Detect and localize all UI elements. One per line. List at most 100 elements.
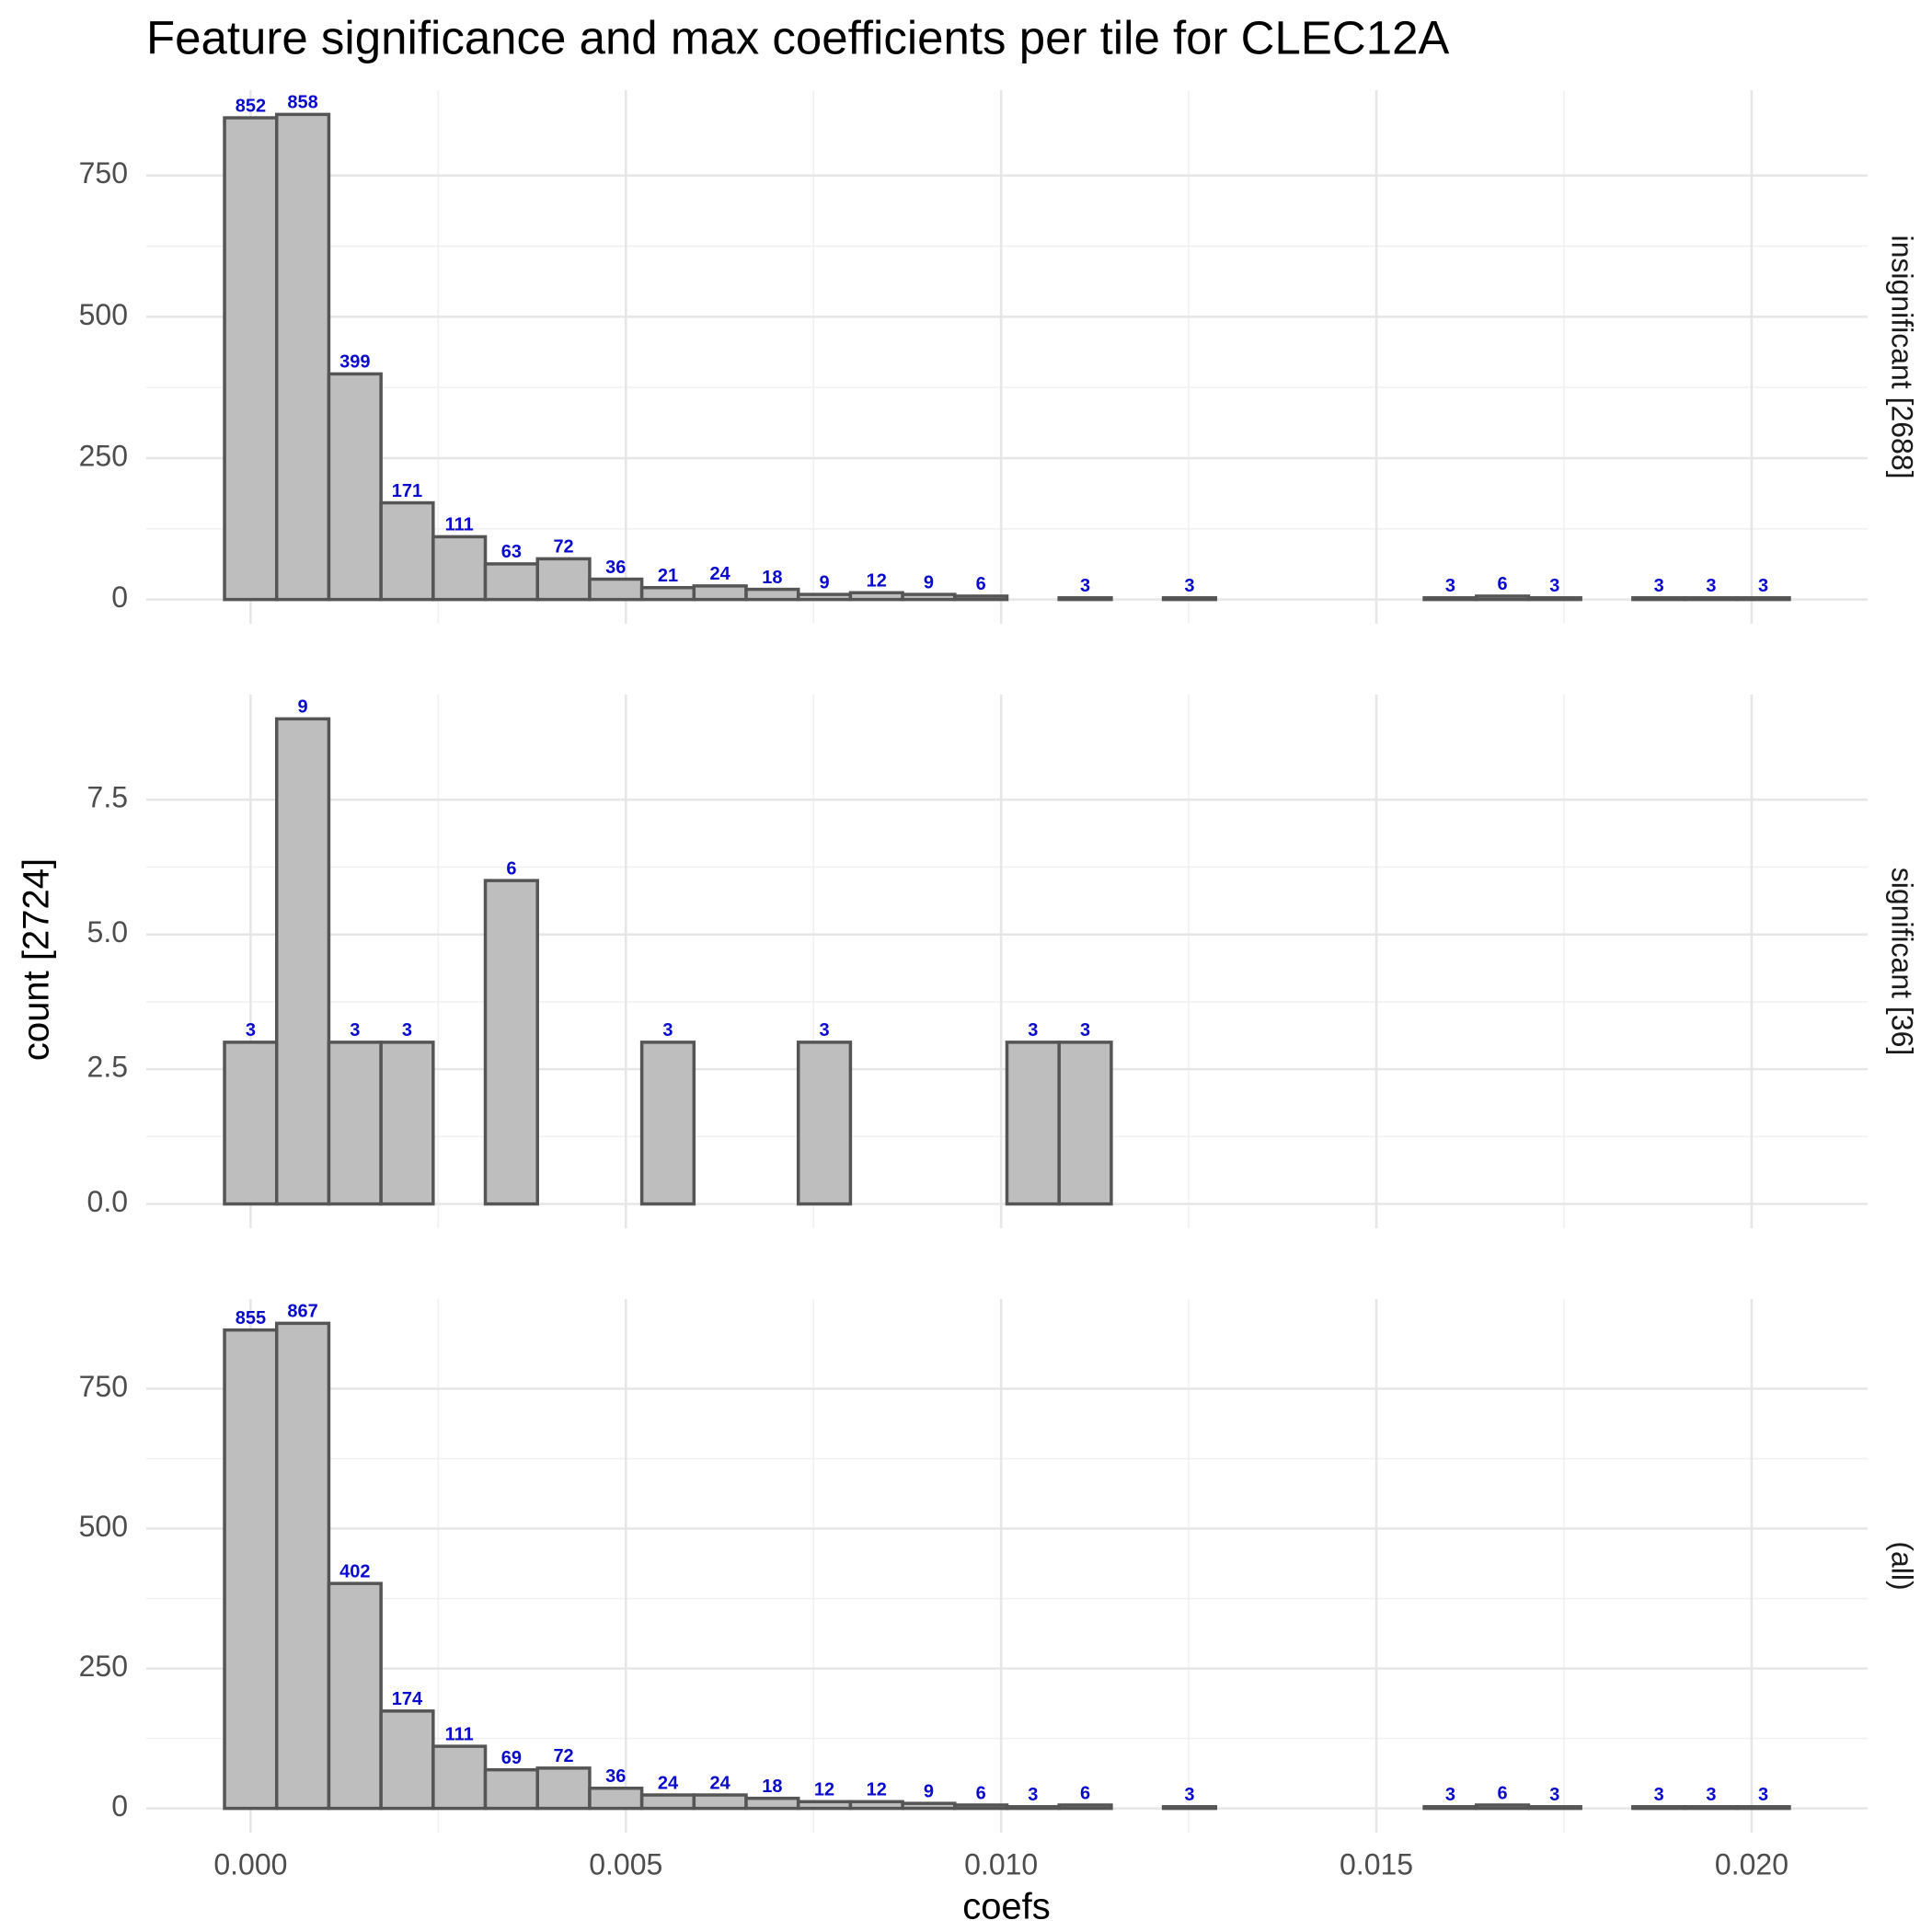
data-label: 171	[392, 481, 422, 501]
data-label: 24	[710, 1773, 731, 1793]
bar	[1475, 594, 1531, 602]
data-label: 6	[1080, 1783, 1090, 1803]
bar	[744, 1796, 800, 1811]
data-label: 18	[762, 1777, 782, 1797]
x-axis-title: coefs	[962, 1887, 1051, 1927]
bar	[1005, 1805, 1061, 1811]
bar	[223, 116, 279, 602]
data-label: 18	[762, 568, 782, 588]
y-tick-label: 0	[111, 1789, 128, 1823]
y-tick-label: 5.0	[87, 915, 128, 949]
bar	[535, 557, 592, 602]
x-tick-label: 0.020	[1715, 1847, 1788, 1880]
y-tick-label: 250	[79, 439, 128, 472]
data-label: 12	[867, 1780, 887, 1800]
bar	[483, 1767, 539, 1811]
data-label: 3	[246, 1020, 256, 1041]
facet-label: (all)	[1886, 1541, 1919, 1590]
data-label: 3	[1549, 1785, 1559, 1805]
bar	[744, 587, 800, 602]
bar	[1683, 596, 1740, 602]
data-label: 852	[236, 96, 266, 116]
bar	[901, 1801, 957, 1811]
bar	[639, 1041, 696, 1206]
bar	[274, 112, 331, 602]
data-label: 3	[1758, 1785, 1768, 1805]
y-tick-label: 750	[79, 1370, 128, 1403]
y-axis-title: count [2724]	[17, 858, 57, 1061]
bar	[1057, 1041, 1113, 1206]
bar	[1161, 596, 1218, 602]
x-tick-label: 0.015	[1340, 1847, 1413, 1880]
bar	[431, 535, 488, 602]
bar	[379, 500, 435, 602]
bar	[327, 1581, 383, 1811]
x-tick-label: 0.010	[964, 1847, 1038, 1880]
data-label: 3	[662, 1020, 673, 1041]
bar	[223, 1041, 279, 1206]
data-label: 69	[501, 1748, 522, 1768]
data-label: 36	[605, 558, 626, 578]
data-label: 3	[350, 1020, 360, 1041]
data-label: 174	[392, 1689, 423, 1709]
data-label: 111	[445, 515, 474, 535]
y-tick-label: 500	[79, 298, 128, 331]
x-tick-label: 0.000	[213, 1847, 287, 1880]
bar	[953, 1803, 1009, 1811]
bar	[223, 1328, 279, 1811]
data-label: 3	[1445, 1785, 1455, 1805]
bar	[639, 1793, 696, 1811]
y-tick-label: 0.0	[87, 1185, 128, 1218]
data-label: 3	[819, 1020, 829, 1041]
data-label: 6	[976, 574, 986, 594]
bar	[535, 1766, 592, 1811]
facet-label: significant [36]	[1886, 868, 1919, 1056]
data-label: 111	[445, 1724, 474, 1744]
data-label: 9	[298, 697, 308, 718]
bar	[692, 584, 748, 602]
bar	[953, 594, 1009, 602]
bar	[901, 592, 957, 602]
data-label: 6	[976, 1783, 986, 1803]
data-label: 3	[1758, 576, 1768, 596]
data-label: 63	[501, 542, 522, 562]
data-label: 3	[1706, 576, 1716, 596]
bar	[1057, 596, 1113, 602]
y-tick-label: 0	[111, 581, 128, 614]
data-label: 3	[1080, 1020, 1090, 1041]
bar	[692, 1793, 748, 1811]
data-label: 3	[1549, 576, 1559, 596]
data-label: 12	[867, 571, 887, 592]
data-label: 6	[1498, 1783, 1508, 1803]
data-label: 72	[553, 537, 573, 558]
y-tick-label: 7.5	[87, 781, 128, 814]
data-label: 72	[553, 1746, 573, 1766]
data-label: 6	[1498, 574, 1508, 594]
data-label: 6	[506, 858, 516, 879]
data-label: 3	[1654, 1785, 1664, 1805]
data-label: 3	[1184, 576, 1194, 596]
y-tick-label: 250	[79, 1650, 128, 1683]
chart-title: Feature significance and max coefficient…	[146, 11, 1449, 63]
bar	[639, 585, 696, 602]
bar	[274, 717, 331, 1206]
bar	[1161, 1805, 1218, 1811]
bar	[379, 1041, 435, 1206]
bar	[848, 1800, 904, 1811]
data-label: 3	[1445, 576, 1455, 596]
bar	[1475, 1803, 1531, 1811]
bar	[1057, 1803, 1113, 1811]
bar	[1422, 1805, 1478, 1811]
bar	[1422, 596, 1478, 602]
data-label: 402	[339, 1561, 370, 1581]
bar	[588, 1786, 644, 1811]
bar	[1526, 1805, 1582, 1811]
bar	[327, 1041, 383, 1206]
x-tick-label: 0.005	[589, 1847, 662, 1880]
bar	[588, 577, 644, 602]
data-label: 3	[1706, 1785, 1716, 1805]
facet-label: insignificant [2688]	[1886, 235, 1919, 478]
data-label: 3	[1654, 576, 1664, 596]
bar	[274, 1321, 331, 1811]
